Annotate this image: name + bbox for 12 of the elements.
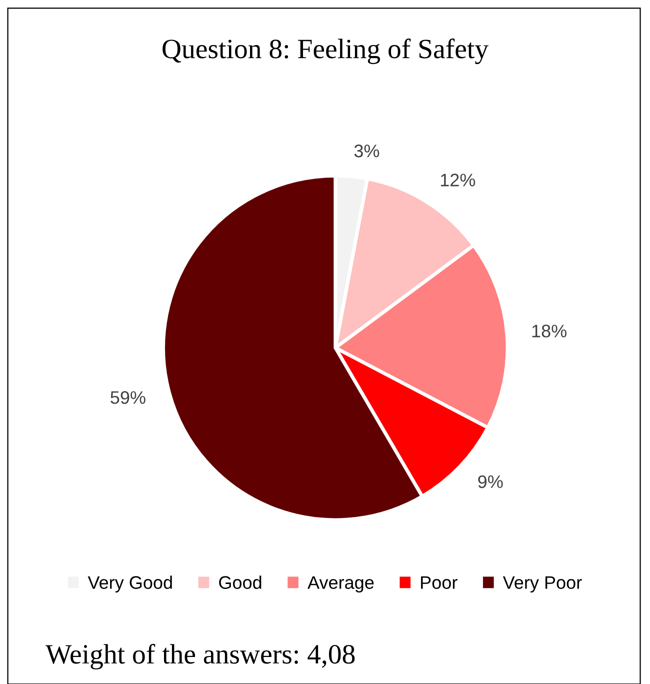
data-label: 9% xyxy=(478,475,503,488)
data-label: 12% xyxy=(440,174,476,186)
legend-label: Very Poor xyxy=(502,576,582,593)
legend-label: Average xyxy=(308,576,374,593)
data-label: 59% xyxy=(110,391,146,404)
legend-label: Poor xyxy=(421,576,458,589)
text: Weight of the answers: 4,08 xyxy=(46,644,355,670)
legend-label: Very Good xyxy=(88,576,172,593)
data-label: 3% xyxy=(354,144,380,158)
chart-title: Question 8: Feeling of Safety xyxy=(162,38,488,64)
data-label: 18% xyxy=(532,324,566,338)
legend-label: Good xyxy=(219,576,262,589)
